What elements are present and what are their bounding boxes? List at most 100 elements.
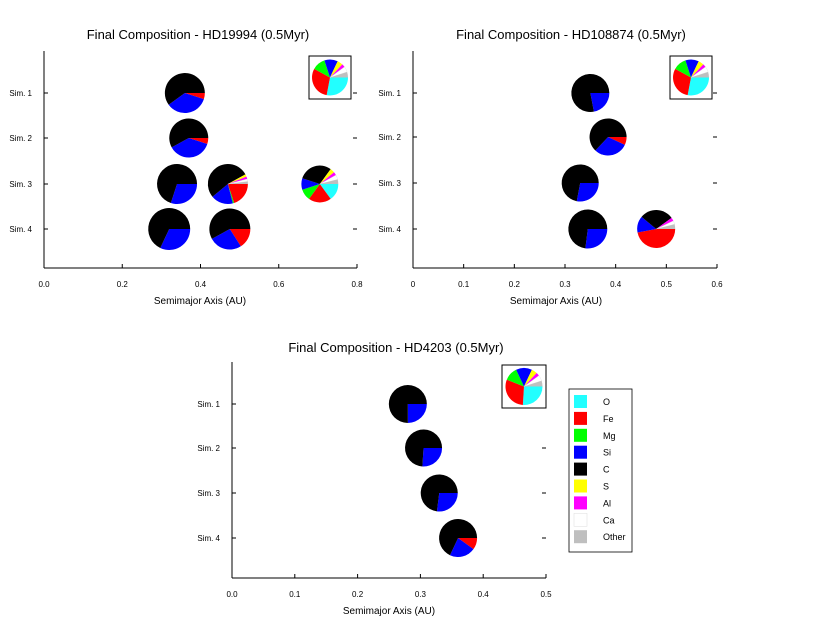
y-tick-label: Sim. 1 [378,89,401,98]
reference-slice-si [685,59,699,78]
x-tick-label: 0.2 [352,590,364,599]
planet-slice-c [568,209,608,249]
y-tick-label: Sim. 1 [9,89,32,98]
reference-slice-fe [505,379,524,405]
planet-slice-c [405,429,443,467]
planet-slice-fe [227,184,248,204]
reference-slice-ca [329,66,348,78]
reference-inset [308,55,352,100]
planet-slice-al [656,217,674,229]
planet-slice-other [656,224,676,229]
chart-hd108874: Final Composition - HD108874 (0.5Myr) 0 0.… [378,27,723,307]
planet-slice-si [160,229,191,250]
x-tick-label: 0.2 [509,280,521,289]
planet-slice-c [571,73,610,112]
legend-swatch-fe [574,411,587,425]
planet-slice-si [168,93,204,114]
planet-slice-al [227,176,248,184]
y-tick-label: Sim. 3 [197,489,220,498]
legend-swatch-ca [573,513,588,527]
reference-slice-al [691,64,706,78]
x-tick-label: 0.6 [273,280,285,289]
reference-inset [501,364,547,409]
reference-slice-o [522,386,543,405]
y-tick-label: Sim. 2 [378,133,401,142]
x-tick-label: 0.5 [540,590,552,599]
planet-slice-si [585,229,608,249]
legend: O Fe Mg Si CS Al Ca Other [568,388,633,553]
reference-slice-s [330,61,343,78]
planet-slice-si [301,178,320,190]
reference-slice-fe [312,68,330,96]
planet-slice-si [422,448,443,467]
planet-slice-si [436,493,458,512]
planet-slice-c [561,164,599,202]
planet-slice-ca [656,220,675,230]
y-tick-label: Sim. 3 [9,180,32,189]
planet-slice-si [170,184,198,205]
legend-label-o: O [603,397,610,407]
planet-pie [589,118,627,156]
planet-slice-ca [319,174,338,185]
planet-slice-si [171,138,208,158]
planet-pie [301,165,339,203]
planet-pie [571,73,610,112]
planet-slice-si [637,216,657,233]
reference-slice-al [524,373,539,387]
planet-slice-c [148,208,191,248]
reference-slice-other [330,71,349,78]
x-tick-label: 0.3 [559,280,571,289]
planet-slice-ca [227,178,248,185]
planet-slice-c [164,73,205,105]
planet-slice-c [439,518,478,556]
reference-slice-mg [314,60,330,78]
planet-pie [439,518,478,557]
planet-slice-s [319,169,335,184]
planet-slice-si [212,184,233,204]
legend-label-si: Si [603,448,611,458]
planet-slice-c [420,474,458,512]
chart-hd4203: Final Composition - HD4203 (0.5Myr) 0.0 0.… [197,340,552,617]
planet-slice-c [302,165,331,184]
planet-pie [637,210,676,248]
chart-title: Final Composition - HD4203 (0.5Myr) [288,340,503,355]
x-tick-label: 0.0 [38,280,50,289]
planet-slice-c [157,164,198,204]
planet-pie [207,163,248,204]
planet-slice-fe [637,229,676,248]
planet-pie [169,118,209,158]
planet-slice-other [319,179,339,184]
reference-slice-s [524,369,537,387]
planet-slice-fe [229,229,251,247]
legend-label-mg: Mg [603,431,616,441]
reference-slice-si [516,367,532,387]
y-tick-label: Sim. 3 [378,179,401,188]
planet-slice-si [407,404,427,423]
y-tick-label: Sim. 4 [197,534,220,543]
y-tick-label: Sim. 4 [378,225,401,234]
planet-slice-c [388,385,427,423]
planet-pie [157,164,198,205]
planet-slice-c [589,118,627,151]
planet-pie [405,429,443,467]
x-tick-label: 0.8 [351,280,363,289]
chart-title: Final Composition - HD19994 (0.5Myr) [87,27,310,42]
x-axis-label: Semimajor Axis (AU) [510,296,602,307]
y-tick-label: Sim. 1 [197,400,220,409]
planet-pie [561,164,599,202]
reference-slice-al [330,64,345,78]
legend-label-fe: Fe [603,414,614,424]
planet-slice-fe [458,538,478,550]
legend-label-s: S [603,482,609,492]
x-tick-label: 0.4 [610,280,622,289]
planet-pie [568,209,608,249]
x-tick-label: 0.4 [195,280,207,289]
legend-swatch-mg [574,428,587,442]
planet-slice-si [595,137,625,156]
reference-slice-si [324,59,338,78]
y-tick-label: Sim. 4 [9,225,32,234]
planet-pie [209,208,251,250]
planet-pie [148,208,191,250]
planet-slice-mg [227,184,235,204]
